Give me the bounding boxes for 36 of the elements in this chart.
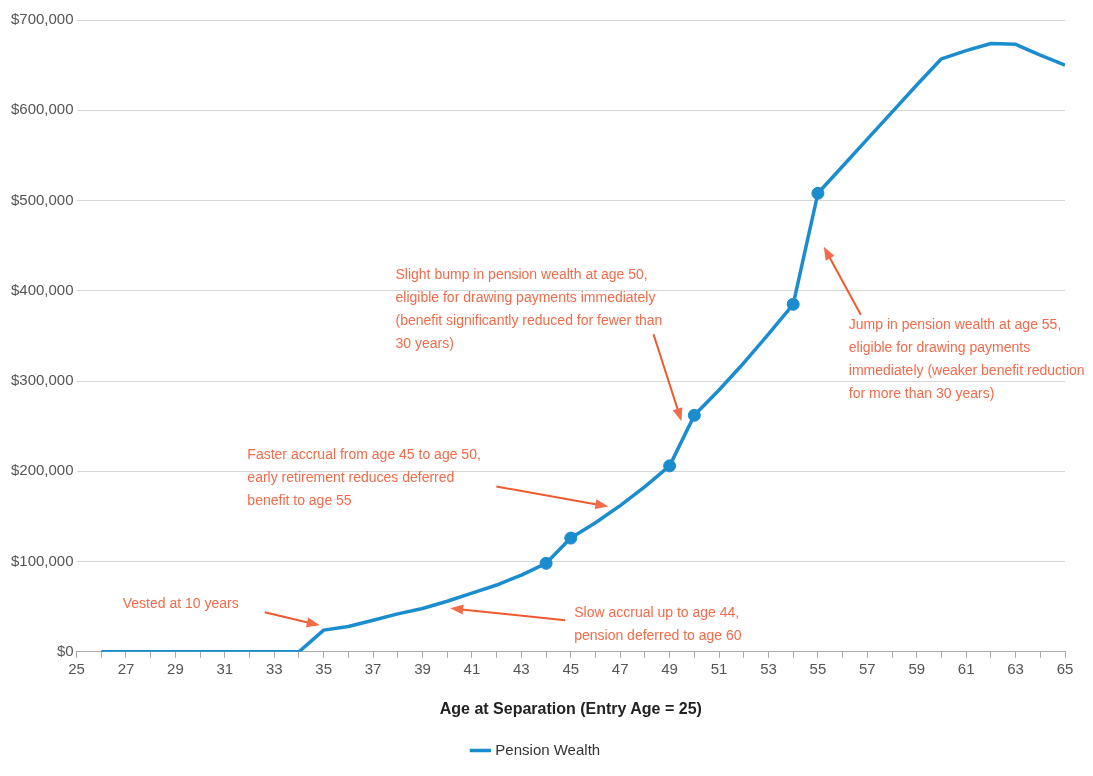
x-tick-label: 47 <box>611 659 629 677</box>
x-tick-label: 27 <box>117 659 135 677</box>
x-tick-label: 63 <box>1007 659 1024 677</box>
y-tick-label: $500,000 <box>10 190 74 208</box>
y-tick-label: $700,000 <box>10 10 74 28</box>
x-tick-label: 59 <box>908 659 926 677</box>
annotation: Jump in pension wealth at age 55, eligible for drawing payments immediately (weaker benefit reduction for more than 30 years) <box>848 315 1085 401</box>
y-tick-label: $600,000 <box>10 100 74 118</box>
x-tick-label: 45 <box>562 659 580 677</box>
annotation: Slow accrual up to age 44, pension deferred to age 60 <box>574 604 742 644</box>
x-tick-label: 53 <box>760 659 777 677</box>
x-axis-title: Age at Separation (Entry Age = 25) <box>439 699 702 717</box>
x-tick-label: 51 <box>710 659 728 677</box>
x-tick-label: 39 <box>414 659 431 677</box>
x-tick-label: 65 <box>1056 659 1074 677</box>
annotation: Vested at 10 years <box>122 595 239 612</box>
annotation: Faster accrual from age 45 to age 50, early retirement reduces deferred benefit to age 55 <box>247 446 481 509</box>
x-tick-label: 31 <box>216 659 234 677</box>
x-tick-label: 33 <box>265 659 283 677</box>
y-tick-label: $300,000 <box>10 371 74 389</box>
x-tick-label: 49 <box>661 659 678 677</box>
legend-label: Pension Wealth <box>495 740 601 758</box>
x-tick-label: 29 <box>167 659 184 677</box>
x-tick-label: 61 <box>957 659 975 677</box>
y-tick-label: $100,000 <box>10 551 74 569</box>
x-tick-label: 41 <box>463 659 481 677</box>
y-tick-label: $400,000 <box>10 280 74 298</box>
x-tick-label: 43 <box>513 659 530 677</box>
x-tick-label: 35 <box>315 659 333 677</box>
y-tick-label: $0 <box>56 641 74 659</box>
x-tick-label: 55 <box>809 659 827 677</box>
annotation: Slight bump in pension wealth at age 50, eligible for drawing payments immediately (benefit significantly reduced for fewer than 30 years) <box>395 266 663 352</box>
x-tick-label: 37 <box>364 659 382 677</box>
y-tick-label: $200,000 <box>10 461 74 479</box>
x-tick-label: 25 <box>68 659 85 677</box>
x-tick-label: 57 <box>858 659 876 677</box>
